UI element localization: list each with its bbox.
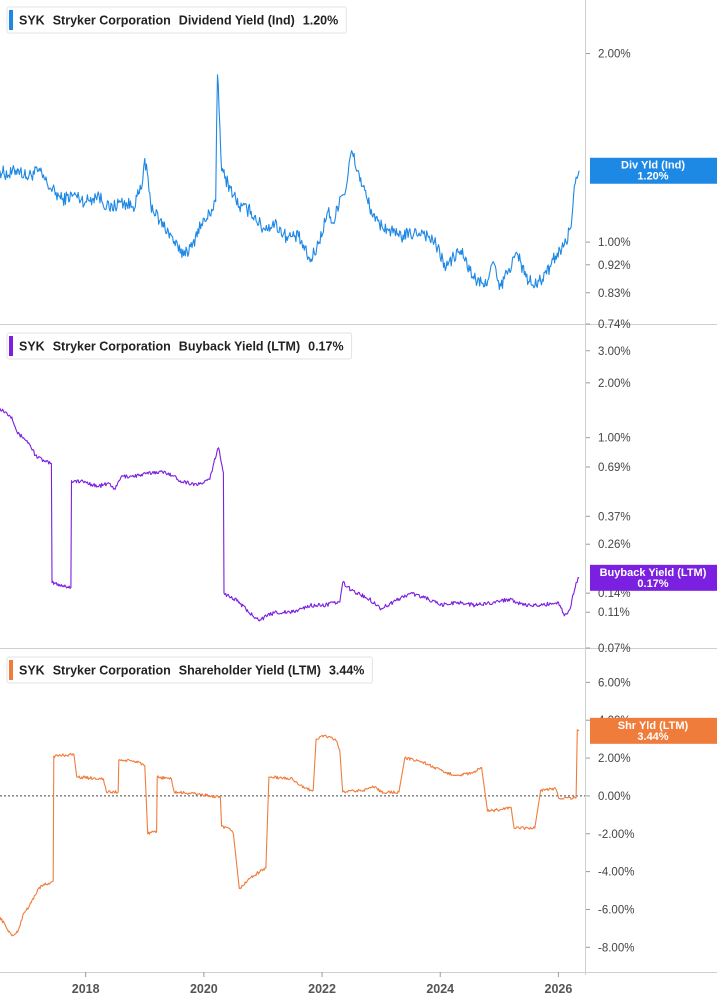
legend-color-swatch — [9, 660, 13, 680]
value-tag-value: 3.44% — [637, 731, 668, 743]
x-tick-label: 2026 — [545, 982, 573, 996]
legend-ticker: SYK — [19, 664, 45, 678]
legend-ticker: SYK — [19, 14, 45, 28]
y-tick-label: 2.00% — [598, 753, 631, 765]
series-line — [0, 729, 580, 937]
legend-company: Stryker Corporation — [53, 664, 171, 678]
y-tick-label: 0.26% — [598, 539, 631, 551]
value-tag-label: Buyback Yield (LTM) — [600, 567, 707, 579]
legend-color-swatch — [9, 336, 13, 356]
value-tag-label: Shr Yld (LTM) — [618, 720, 689, 732]
y-tick-label: 1.00% — [598, 237, 631, 249]
y-tick-label: 0.00% — [598, 791, 631, 803]
legend-metric: Buyback Yield (LTM) — [179, 340, 300, 354]
y-tick-label: -8.00% — [598, 942, 634, 954]
legend-background — [6, 332, 353, 360]
y-tick-label: 0.92% — [598, 260, 631, 272]
series-line — [0, 74, 580, 291]
legend-current: 3.44% — [329, 664, 364, 678]
value-tag — [590, 157, 717, 184]
y-tick-label: 0.11% — [598, 607, 630, 619]
value-tag-label: Div Yld (Ind) — [621, 160, 685, 172]
series-line — [0, 408, 580, 622]
legend-metric: Shareholder Yield (LTM) — [179, 664, 321, 678]
legend-background — [6, 6, 347, 34]
legend-current: 1.20% — [303, 14, 338, 28]
legend-color-swatch — [9, 10, 13, 30]
legend-company: Stryker Corporation — [53, 14, 171, 28]
value-tag — [590, 717, 717, 744]
y-tick-label: -4.00% — [598, 867, 634, 879]
x-tick-label: 2024 — [426, 982, 454, 996]
y-tick-label: 0.69% — [598, 462, 631, 474]
y-tick-label: -6.00% — [598, 904, 634, 916]
y-tick-label: 0.83% — [598, 288, 631, 300]
y-tick-label: 3.00% — [598, 346, 631, 358]
legend-company: Stryker Corporation — [53, 340, 171, 354]
y-tick-label: 0.14% — [598, 588, 631, 600]
value-tag-value: 1.20% — [637, 171, 668, 183]
x-tick-label: 2020 — [190, 982, 218, 996]
y-tick-label: 2.00% — [598, 378, 631, 390]
y-tick-label: -2.00% — [598, 829, 634, 841]
y-tick-label: 0.37% — [598, 511, 631, 523]
legend-current: 0.17% — [308, 340, 343, 354]
legend-ticker: SYK — [19, 340, 45, 354]
y-tick-label: 2.00% — [598, 49, 631, 61]
value-tag-value: 0.17% — [637, 578, 668, 590]
legend-metric: Dividend Yield (Ind) — [179, 14, 295, 28]
x-tick-label: 2018 — [72, 982, 100, 996]
x-tick-label: 2022 — [308, 982, 336, 996]
y-tick-label: 0.74% — [598, 319, 631, 331]
y-tick-label: 0.07% — [598, 643, 631, 655]
value-tag — [590, 564, 717, 591]
y-tick-label: 6.00% — [598, 677, 631, 689]
y-tick-label: 1.00% — [598, 433, 631, 445]
legend-background — [6, 656, 373, 684]
